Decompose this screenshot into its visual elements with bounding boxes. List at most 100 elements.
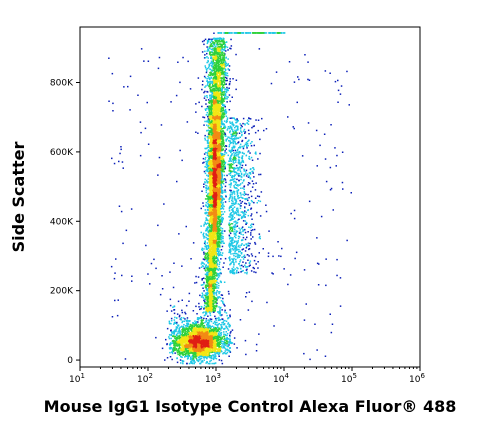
event-dot [222, 201, 224, 204]
event-dot [221, 203, 224, 205]
event-dot [225, 338, 228, 340]
event-dot [230, 341, 232, 344]
event-dot [222, 54, 224, 57]
event-dot [201, 190, 203, 192]
event-dot [182, 325, 185, 328]
event-dot [198, 338, 200, 340]
event-dot [216, 274, 218, 276]
event-dot [193, 343, 195, 345]
event-dot [206, 162, 208, 164]
event-dot [196, 334, 199, 336]
event-dot [204, 354, 207, 356]
event-dot [221, 61, 223, 63]
event-dot [226, 86, 228, 89]
event-dot [212, 55, 214, 57]
event-dot [220, 130, 222, 132]
event-dot [221, 146, 223, 148]
event-dot [175, 330, 177, 333]
event-dot [215, 324, 218, 326]
event-dot [216, 85, 218, 87]
event-dot [208, 130, 210, 132]
event-dot [218, 273, 221, 275]
event-dot [203, 335, 205, 337]
event-dot [217, 223, 219, 225]
event-dot [174, 345, 176, 348]
event-dot [217, 250, 220, 253]
event-dot [223, 343, 225, 345]
event-dot [201, 292, 204, 294]
event-dot [194, 320, 196, 322]
event-dot [218, 57, 220, 59]
event-dot [184, 347, 187, 350]
event-dot [224, 94, 227, 96]
event-dot [221, 58, 223, 61]
event-dot [201, 88, 203, 91]
event-dot [214, 37, 217, 40]
event-dot [208, 306, 211, 308]
event-dot [215, 319, 217, 321]
event-dot [223, 97, 226, 100]
event-dot [216, 343, 218, 345]
event-dot [221, 245, 224, 248]
event-dot [203, 298, 206, 301]
event-dot [181, 336, 183, 339]
event-dot [208, 231, 211, 234]
event-dot [223, 52, 225, 54]
event-dot [223, 120, 226, 122]
event-dot [230, 330, 232, 333]
event-dot [182, 353, 184, 355]
event-dot [205, 326, 207, 329]
event-dot [219, 56, 222, 59]
event-dot [212, 237, 215, 239]
event-dot [208, 332, 210, 334]
event-dot [181, 329, 183, 331]
event-dot [190, 329, 192, 331]
event-dot [191, 354, 194, 356]
event-dot [224, 162, 226, 165]
event-dot [187, 339, 189, 342]
event-dot [178, 327, 180, 330]
event-dot [221, 66, 223, 68]
event-dot [222, 145, 225, 147]
event-dot [205, 341, 208, 343]
event-dot [203, 237, 205, 239]
event-dot [178, 350, 181, 353]
event-dot [213, 305, 216, 307]
event-dot [205, 191, 208, 193]
event-dot [188, 326, 191, 328]
event-dot [212, 358, 215, 360]
event-dot [214, 48, 216, 50]
event-dot [193, 350, 195, 352]
event-dot [190, 336, 192, 338]
event-dot [191, 330, 193, 332]
event-dot [193, 359, 195, 361]
event-dot [197, 353, 200, 356]
event-dot [227, 49, 229, 51]
event-dot [219, 53, 221, 56]
event-dot [222, 164, 225, 167]
event-dot [200, 320, 203, 323]
event-dot [197, 330, 200, 332]
event-dot [210, 80, 212, 83]
event-dot [208, 339, 210, 341]
event-dot [190, 361, 192, 363]
event-dot [187, 347, 189, 349]
event-dot [215, 39, 217, 42]
event-dot [225, 148, 227, 150]
event-dot [222, 109, 225, 112]
event-dot [176, 361, 179, 364]
event-dot [208, 321, 210, 323]
event-dot [207, 343, 210, 346]
event-dot [203, 170, 206, 173]
event-dot [185, 334, 188, 337]
event-dot [181, 334, 184, 337]
event-dot [223, 341, 225, 343]
event-dot [213, 49, 216, 52]
event-dot [209, 84, 211, 86]
event-dot [196, 321, 198, 323]
event-dot [210, 102, 213, 104]
event-dot [196, 359, 199, 362]
event-dot [200, 361, 203, 363]
event-dot [203, 248, 205, 250]
event-dot [224, 97, 226, 99]
